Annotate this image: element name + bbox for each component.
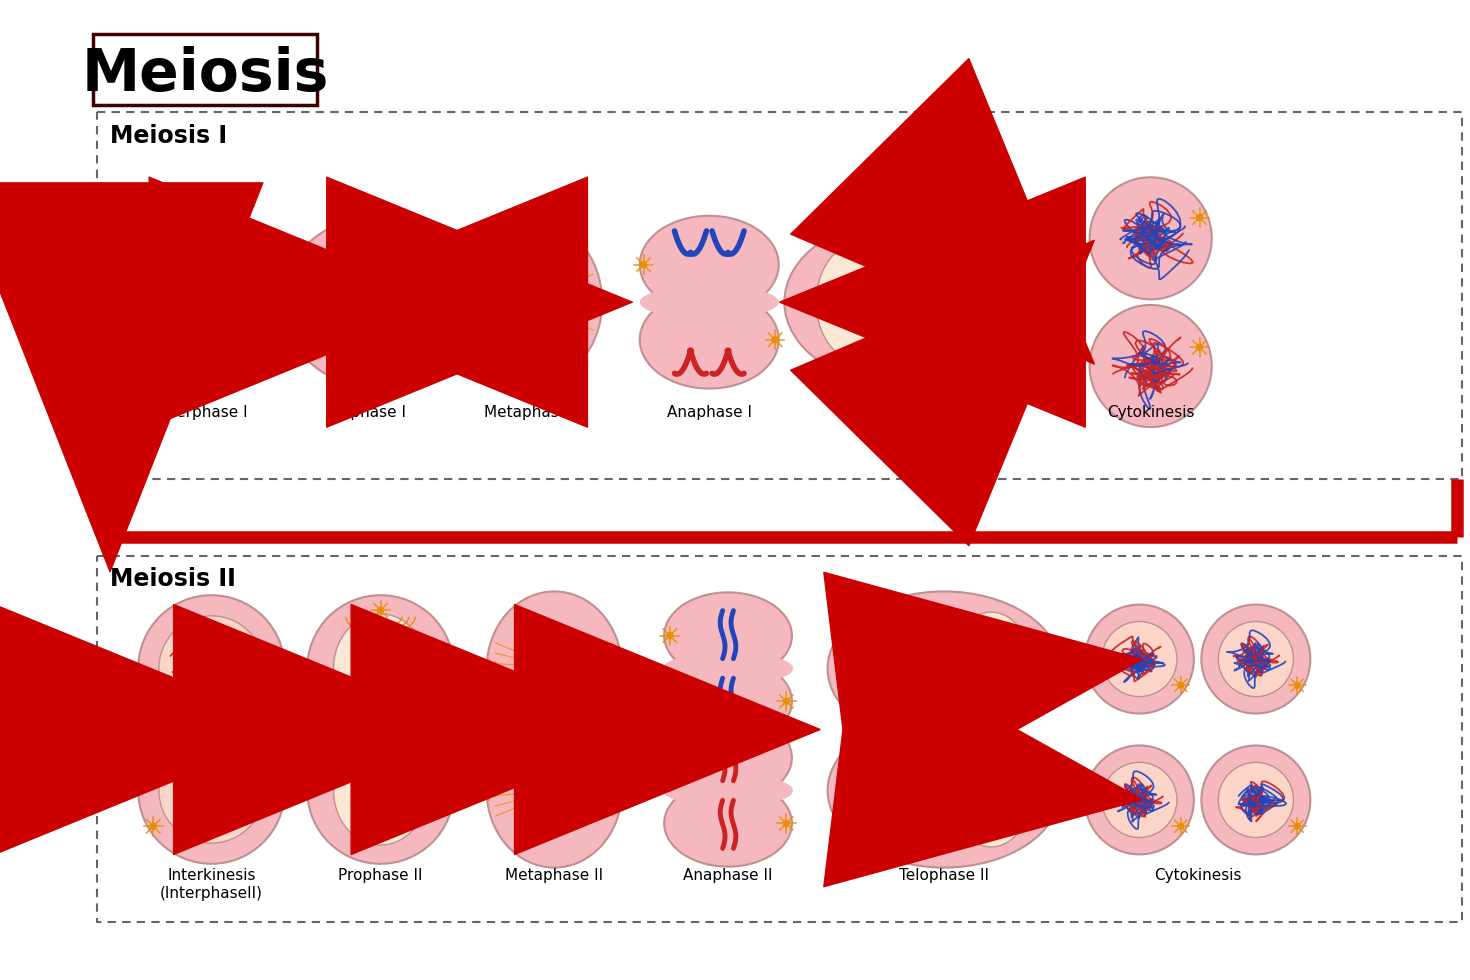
Ellipse shape xyxy=(1085,746,1194,855)
Ellipse shape xyxy=(460,299,466,305)
Ellipse shape xyxy=(784,821,789,826)
Ellipse shape xyxy=(1219,762,1294,838)
Ellipse shape xyxy=(914,244,997,361)
Ellipse shape xyxy=(487,592,622,746)
Ellipse shape xyxy=(1219,621,1294,697)
Ellipse shape xyxy=(307,717,454,863)
Ellipse shape xyxy=(828,592,1060,746)
Ellipse shape xyxy=(1089,177,1211,299)
Ellipse shape xyxy=(664,659,792,745)
Ellipse shape xyxy=(1201,605,1310,713)
Ellipse shape xyxy=(688,349,692,354)
Text: Meiosis II: Meiosis II xyxy=(110,567,235,591)
Ellipse shape xyxy=(269,342,275,349)
Ellipse shape xyxy=(950,612,1032,725)
Ellipse shape xyxy=(138,717,285,863)
Ellipse shape xyxy=(664,714,792,801)
Ellipse shape xyxy=(848,702,853,707)
Ellipse shape xyxy=(159,615,265,721)
Ellipse shape xyxy=(1179,683,1183,688)
Ellipse shape xyxy=(487,788,491,793)
Bar xyxy=(97,556,1463,922)
Ellipse shape xyxy=(150,702,156,707)
Ellipse shape xyxy=(1295,824,1299,829)
Ellipse shape xyxy=(639,285,779,319)
Text: Interphase I: Interphase I xyxy=(156,406,248,420)
Text: Anaphase I: Anaphase I xyxy=(667,406,751,420)
Ellipse shape xyxy=(1085,605,1194,713)
Text: Meiosis I: Meiosis I xyxy=(110,123,228,148)
Text: Prophase I: Prophase I xyxy=(326,406,406,420)
Ellipse shape xyxy=(641,262,647,268)
Text: Meiosis: Meiosis xyxy=(81,46,329,103)
Ellipse shape xyxy=(363,243,369,249)
Ellipse shape xyxy=(784,699,789,704)
Ellipse shape xyxy=(319,249,413,366)
Ellipse shape xyxy=(460,220,603,385)
Text: Interkinesis
(InterphaseII): Interkinesis (InterphaseII) xyxy=(160,868,263,901)
Ellipse shape xyxy=(150,823,156,829)
Ellipse shape xyxy=(159,738,265,843)
Ellipse shape xyxy=(667,755,672,760)
Ellipse shape xyxy=(595,299,601,305)
Ellipse shape xyxy=(293,254,298,260)
Ellipse shape xyxy=(1197,215,1202,220)
Ellipse shape xyxy=(856,734,938,847)
Ellipse shape xyxy=(334,614,428,723)
Ellipse shape xyxy=(1179,824,1183,829)
Text: Prophase II: Prophase II xyxy=(338,868,423,884)
Ellipse shape xyxy=(334,736,428,845)
Text: Anaphase II: Anaphase II xyxy=(684,868,773,884)
Text: Metaphase II: Metaphase II xyxy=(506,868,603,884)
Ellipse shape xyxy=(119,220,285,385)
Bar xyxy=(97,113,1463,478)
Ellipse shape xyxy=(856,612,938,725)
Ellipse shape xyxy=(307,595,454,742)
Text: Metaphase I: Metaphase I xyxy=(484,406,578,420)
Ellipse shape xyxy=(950,734,1032,847)
Ellipse shape xyxy=(284,220,450,385)
Ellipse shape xyxy=(726,251,731,256)
Text: Cytokinesis: Cytokinesis xyxy=(1107,406,1195,420)
Ellipse shape xyxy=(785,218,1029,387)
Ellipse shape xyxy=(816,244,900,361)
Ellipse shape xyxy=(378,608,384,612)
Ellipse shape xyxy=(487,713,622,867)
Ellipse shape xyxy=(617,788,623,793)
Ellipse shape xyxy=(772,337,778,342)
Ellipse shape xyxy=(487,665,491,671)
Ellipse shape xyxy=(664,592,792,679)
Ellipse shape xyxy=(378,730,384,735)
Ellipse shape xyxy=(1089,305,1211,427)
Ellipse shape xyxy=(688,251,692,256)
Ellipse shape xyxy=(617,665,623,671)
Ellipse shape xyxy=(639,216,779,314)
Ellipse shape xyxy=(1295,683,1299,688)
Ellipse shape xyxy=(1201,746,1310,855)
Ellipse shape xyxy=(1197,345,1202,350)
Ellipse shape xyxy=(828,713,1060,867)
Ellipse shape xyxy=(639,291,779,388)
Ellipse shape xyxy=(667,633,672,638)
Ellipse shape xyxy=(1102,762,1177,838)
Ellipse shape xyxy=(664,780,792,866)
Text: Cytokinesis: Cytokinesis xyxy=(1154,868,1241,884)
Ellipse shape xyxy=(129,260,135,266)
Ellipse shape xyxy=(1102,621,1177,697)
Ellipse shape xyxy=(138,595,285,742)
Ellipse shape xyxy=(664,775,792,806)
Text: Telophase  I: Telophase I xyxy=(861,406,951,420)
Text: Telophase II: Telophase II xyxy=(900,868,989,884)
Ellipse shape xyxy=(435,346,441,352)
Ellipse shape xyxy=(848,824,853,829)
FancyBboxPatch shape xyxy=(93,33,316,105)
Ellipse shape xyxy=(138,238,266,366)
Ellipse shape xyxy=(726,349,731,354)
Ellipse shape xyxy=(664,654,792,683)
